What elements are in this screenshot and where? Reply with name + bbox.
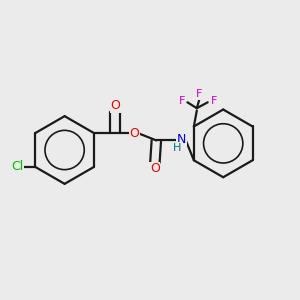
Text: F: F	[210, 96, 217, 106]
Text: Cl: Cl	[11, 160, 24, 173]
Text: H: H	[173, 143, 182, 153]
Text: O: O	[129, 127, 139, 140]
Text: F: F	[196, 89, 202, 99]
Text: F: F	[179, 96, 185, 106]
Text: O: O	[110, 99, 120, 112]
Text: N: N	[177, 133, 186, 146]
Text: O: O	[150, 163, 160, 176]
